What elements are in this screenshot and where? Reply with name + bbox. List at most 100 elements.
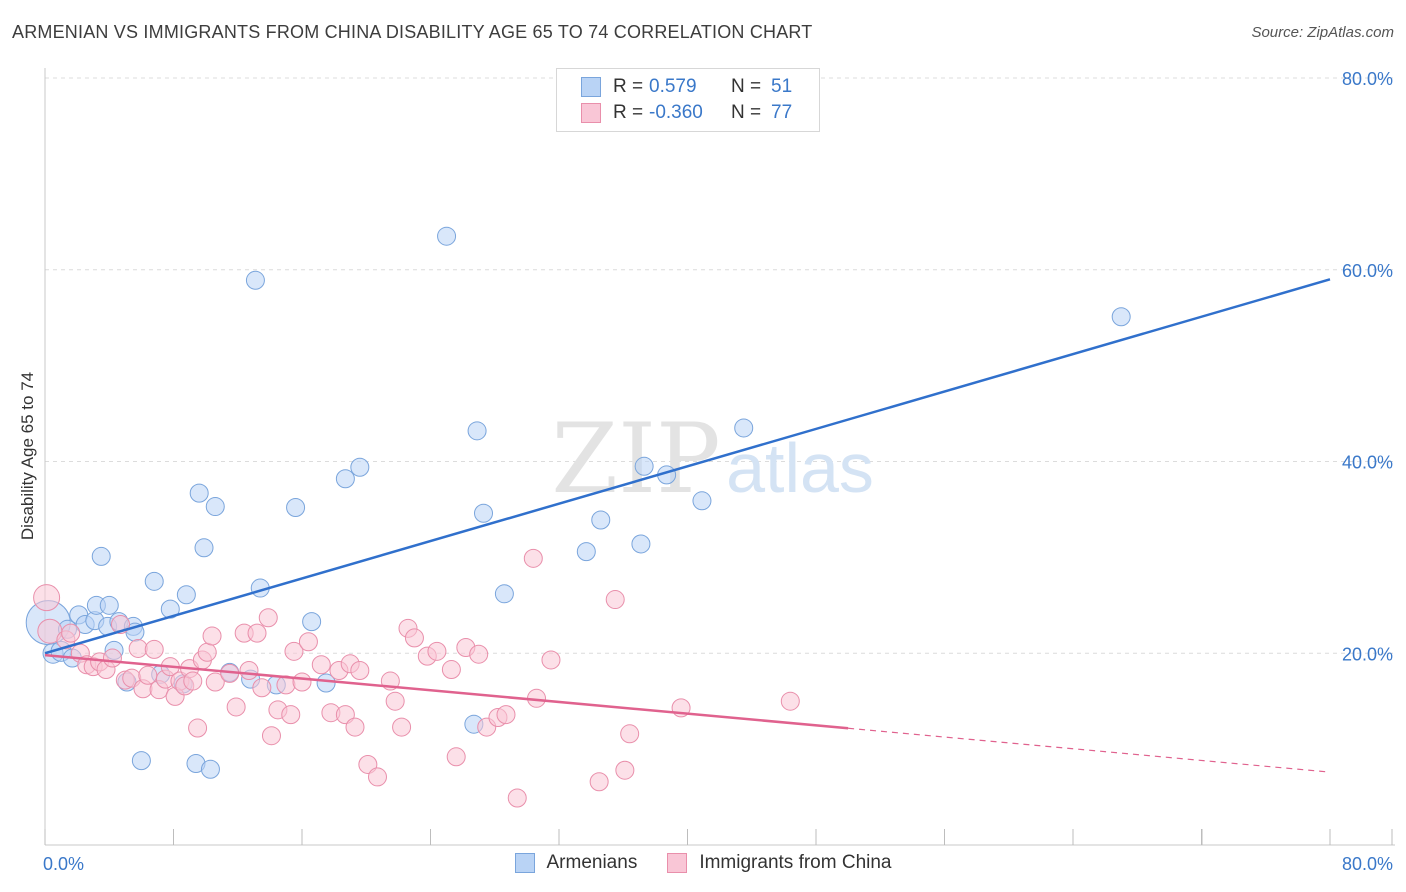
china-point [102, 648, 122, 668]
y-axis-label: Disability Age 65 to 74 [18, 371, 37, 541]
x-tick-label: 80.0% [1342, 854, 1393, 874]
armenians-point [205, 497, 225, 517]
armenians-point [631, 534, 651, 554]
china-point [298, 632, 318, 652]
legend-label-armenians: Armenians [546, 852, 638, 873]
legend-label-china: Immigrants from China [699, 852, 892, 873]
china-trend-extension [848, 727, 1331, 773]
china-point [311, 655, 331, 675]
legend-r-value: -0.360 [649, 102, 703, 123]
china-point [385, 691, 405, 711]
source-label: Source: ZipAtlas.com [1251, 24, 1394, 41]
china-point [205, 672, 225, 692]
china-point [345, 717, 365, 737]
china-point [202, 626, 222, 646]
armenians-point [1111, 307, 1131, 327]
china-point [188, 718, 208, 738]
china-point [780, 691, 800, 711]
armenians-point [160, 599, 180, 619]
series-legend: Armenians Immigrants from China [0, 852, 1406, 874]
armenians-point [144, 571, 164, 591]
armenians-point [316, 673, 336, 693]
china-point [392, 717, 412, 737]
china-point [589, 772, 609, 792]
china-point [33, 584, 61, 612]
axes [44, 68, 1395, 846]
armenians-points [25, 226, 1131, 779]
armenians-point [189, 483, 209, 503]
china-point [469, 644, 489, 664]
china-point [61, 623, 81, 643]
armenians-point [591, 510, 611, 530]
china-point [128, 638, 148, 658]
armenians-point [286, 498, 306, 518]
y-tick-label: 20.0% [1342, 644, 1393, 664]
armenians-point [350, 457, 370, 477]
china-point [226, 697, 246, 717]
armenians-point [302, 612, 322, 632]
legend-n-value: 51 [771, 76, 793, 97]
legend-item-china[interactable]: Immigrants from China [667, 852, 892, 874]
legend-swatch-china [667, 853, 688, 873]
china-point [404, 628, 424, 648]
armenians-point [734, 418, 754, 438]
legend-r-label: R = [613, 102, 644, 123]
armenians-point [200, 759, 220, 779]
china-point [620, 724, 640, 744]
armenians-point [474, 503, 494, 523]
china-point [441, 660, 461, 680]
legend-swatch-china [581, 103, 601, 123]
y-tick-label: 60.0% [1342, 261, 1393, 281]
armenians-point [692, 491, 712, 511]
china-point [496, 705, 516, 725]
legend-n-label: N = [731, 102, 762, 123]
armenians-point [494, 584, 514, 604]
china-point [197, 642, 217, 662]
y-tick-label: 80.0% [1342, 69, 1393, 89]
legend-row-armenians: R = 0.579 N = 51 [581, 75, 792, 99]
china-point [523, 548, 543, 568]
china-point [258, 608, 278, 628]
china-point [284, 641, 304, 661]
china-point [367, 767, 387, 787]
legend-n-value: 77 [771, 102, 793, 123]
china-point [281, 705, 301, 725]
legend-r-label: R = [613, 76, 644, 97]
armenians-point [91, 546, 111, 566]
armenians-trend-line [44, 278, 1331, 655]
legend-n-label: N = [731, 76, 762, 97]
watermark-atlas: atlas [726, 429, 874, 507]
legend-r-value: 0.579 [649, 76, 697, 97]
x-tick-label: 0.0% [43, 854, 84, 874]
china-point [605, 590, 625, 610]
legend-item-armenians[interactable]: Armenians [514, 852, 638, 874]
china-point [261, 726, 281, 746]
tick-labels: 20.0% 40.0% 60.0% 80.0% 0.0% 80.0% [43, 69, 1393, 874]
china-point [247, 623, 267, 643]
armenians-point [194, 538, 214, 558]
china-point [427, 641, 447, 661]
china-point [350, 661, 370, 681]
y-tick-label: 40.0% [1342, 453, 1393, 473]
stats-legend: R = 0.579 N = 51 R = -0.360 N = 77 [556, 68, 820, 132]
china-point [144, 639, 164, 659]
armenians-point [131, 751, 151, 771]
armenians-point [576, 542, 596, 562]
china-points [33, 548, 800, 808]
china-point [183, 671, 203, 691]
zipatlas-watermark: ZIP atlas [551, 403, 874, 515]
armenians-point [99, 595, 119, 615]
gridlines [45, 77, 1395, 654]
armenians-point [176, 585, 196, 605]
china-point [615, 760, 635, 780]
chart-title: ARMENIAN VS IMMIGRANTS FROM CHINA DISABI… [12, 22, 813, 42]
china-point [252, 678, 272, 698]
armenians-point [335, 469, 355, 489]
china-point [239, 661, 259, 681]
china-point [541, 650, 561, 670]
armenians-point [245, 270, 265, 290]
legend-swatch-armenians [514, 853, 535, 873]
armenians-point [634, 456, 654, 476]
china-point [507, 788, 527, 808]
